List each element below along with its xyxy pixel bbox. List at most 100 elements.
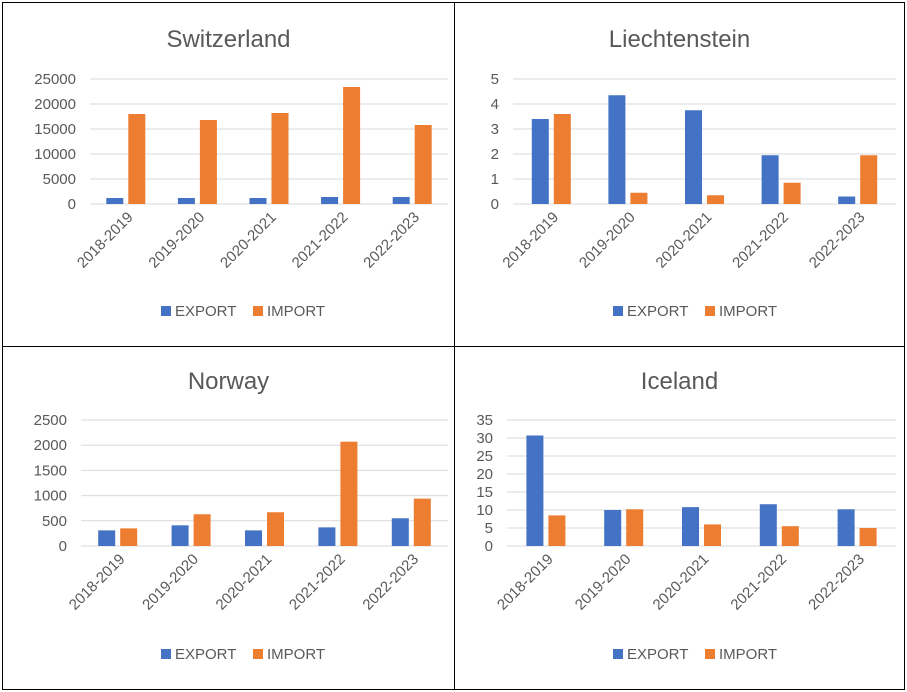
chart-panel-iceland: Iceland 0 5 10 15 20 25 30 35 2018-2019 2019-2020 2… (454, 346, 905, 690)
bar-export-2022-2023 (391, 518, 409, 546)
x-tick-label: 2022-2023 (806, 209, 869, 272)
bar-import-2021-2022 (343, 87, 361, 204)
y-tick-label: 2500 (34, 412, 67, 429)
y-tick-label: 3 (491, 121, 499, 138)
chart-svg-norway: Norway 0 500 1000 1500 2000 2500 2018-2019 2019-… (34, 368, 448, 663)
bar-export-2018-2019 (526, 435, 544, 546)
y-tick-label: 20 (476, 466, 493, 483)
x-tick-label: 2022-2023 (359, 551, 422, 614)
bar-export-2018-2019 (531, 119, 549, 204)
legend-export-swatch (613, 306, 623, 316)
bar-import-2022-2023 (860, 155, 878, 204)
x-tick-label: 2018-2019 (66, 551, 129, 614)
bar-import-2019-2020 (193, 514, 211, 546)
bar-export-2022-2023 (837, 509, 855, 546)
chart-title: Iceland (641, 368, 718, 395)
bar-import-2019-2020 (626, 509, 644, 546)
bar-export-2020-2021 (682, 507, 699, 546)
bar-export-2018-2019 (106, 198, 124, 204)
bar-export-2019-2020 (604, 510, 622, 546)
y-tick-label: 30 (476, 430, 493, 447)
legend-import-label: IMPORT (267, 303, 325, 320)
y-tick-label: 0 (491, 196, 499, 213)
bar-import-2018-2019 (548, 515, 566, 546)
y-tick-label: 4 (491, 96, 499, 113)
legend: EXPORT IMPORT (613, 303, 777, 320)
chart-svg-switzerland: Switzerland 0 5000 10000 15000 20000 25000 2018… (34, 26, 448, 320)
y-tick-label: 500 (42, 513, 67, 530)
legend: EXPORT IMPORT (161, 646, 325, 663)
legend-export-label: EXPORT (627, 303, 688, 320)
legend-export-swatch (161, 306, 171, 316)
legend-import-label: IMPORT (267, 646, 325, 663)
bar-import-2021-2022 (340, 441, 358, 546)
bar-export-2020-2021 (249, 198, 267, 204)
bar-import-2020-2021 (704, 524, 721, 546)
bar-import-2020-2021 (271, 113, 289, 204)
bar-import-2020-2021 (707, 195, 724, 204)
chart-panel-switzerland: Switzerland 0 5000 10000 15000 20000 25000 2018… (2, 2, 455, 347)
legend-export-label: EXPORT (175, 646, 236, 663)
bar-export-2022-2023 (392, 197, 410, 204)
y-tick-label: 25000 (34, 71, 76, 88)
bar-export-2021-2022 (321, 197, 339, 204)
legend-import-label: IMPORT (719, 646, 777, 663)
x-tick-label: 2020-2021 (213, 551, 276, 614)
legend: EXPORT IMPORT (613, 646, 777, 663)
bar-export-2020-2021 (685, 110, 702, 204)
bar-export-2022-2023 (838, 196, 856, 204)
y-tick-label: 25 (476, 448, 493, 465)
bar-export-2021-2022 (318, 527, 336, 546)
y-tick-label: 5 (491, 71, 499, 88)
x-tick-label: 2022-2023 (805, 551, 868, 614)
bar-import-2021-2022 (781, 526, 799, 546)
legend-export-swatch (613, 649, 623, 659)
y-tick-label: 5 (485, 520, 493, 537)
x-tick-label: 2018-2019 (494, 551, 557, 614)
chart-title: Norway (188, 368, 269, 395)
bar-export-2019-2020 (171, 525, 189, 546)
bar-import-2018-2019 (128, 114, 146, 204)
x-tick-label: 2019-2020 (576, 209, 639, 272)
legend-import-swatch (253, 306, 263, 316)
chart-panel-liechtenstein: Liechtenstein 0 1 2 3 4 5 2018-2019 2019-2020 202… (454, 2, 905, 347)
bar-import-2019-2020 (630, 192, 648, 204)
x-tick-label: 2021-2022 (729, 209, 792, 272)
x-tick-label: 2018-2019 (74, 209, 137, 272)
x-tick-label: 2021-2022 (289, 209, 352, 272)
x-tick-label: 2020-2021 (650, 551, 713, 614)
legend-import-swatch (705, 649, 715, 659)
bar-export-2018-2019 (98, 530, 116, 546)
bar-export-2021-2022 (761, 155, 779, 204)
y-tick-label: 20000 (34, 96, 76, 113)
y-tick-label: 2000 (34, 437, 67, 454)
bar-export-2019-2020 (608, 95, 626, 204)
bar-import-2019-2020 (199, 120, 217, 204)
y-tick-label: 15000 (34, 121, 76, 138)
chart-panel-norway: Norway 0 500 1000 1500 2000 2500 2018-2019 2019-… (2, 346, 455, 690)
chart-title: Liechtenstein (609, 26, 750, 53)
y-tick-label: 1 (491, 171, 499, 188)
legend-import-swatch (705, 306, 715, 316)
legend-export-swatch (161, 649, 171, 659)
x-tick-label: 2019-2020 (572, 551, 635, 614)
legend-export-label: EXPORT (627, 646, 688, 663)
bar-import-2022-2023 (413, 498, 431, 546)
y-tick-label: 0 (59, 538, 67, 555)
y-tick-label: 1500 (34, 462, 67, 479)
y-tick-label: 15 (476, 484, 493, 501)
bar-import-2018-2019 (120, 528, 138, 546)
y-tick-label: 10 (476, 502, 493, 519)
y-tick-label: 5000 (43, 171, 76, 188)
bar-export-2020-2021 (245, 530, 262, 546)
legend-import-label: IMPORT (719, 303, 777, 320)
x-tick-label: 2019-2020 (145, 209, 208, 272)
y-tick-label: 0 (68, 196, 76, 213)
chart-title: Switzerland (166, 26, 290, 53)
legend-export-label: EXPORT (175, 303, 236, 320)
y-tick-label: 2 (491, 146, 499, 163)
bar-import-2022-2023 (859, 528, 877, 546)
